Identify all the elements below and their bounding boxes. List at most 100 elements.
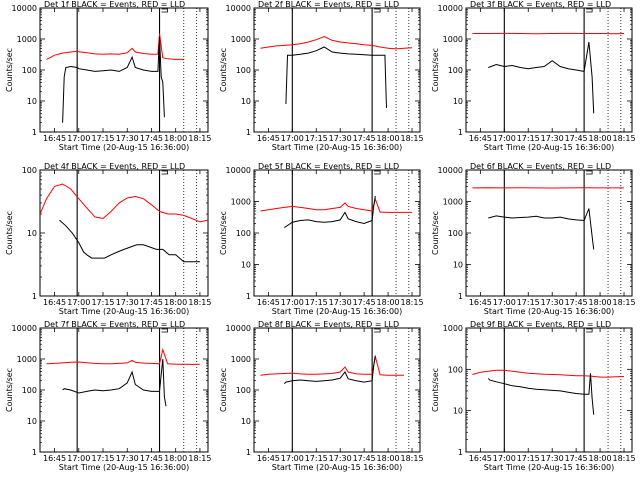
panel-title: Det 1f BLACK = Events, RED = LLD bbox=[44, 0, 185, 9]
flag-marker bbox=[161, 170, 168, 175]
events-series-line bbox=[487, 373, 595, 415]
y-axis-label: Counts/sec bbox=[219, 368, 228, 412]
x-tick-label: 17:15 bbox=[305, 298, 328, 307]
x-tick-label: 17:00 bbox=[281, 298, 304, 307]
y-tick-label: 10 bbox=[27, 97, 37, 106]
x-axis-label: Start Time (20-Aug-15 16:36:00) bbox=[59, 307, 190, 316]
y-tick-label: 1000 bbox=[231, 355, 251, 364]
x-tick-label: 18:00 bbox=[589, 134, 612, 143]
panel-det-3: Det 3f BLACK = Events, RED = LLD 1 10 100 10… bbox=[431, 0, 636, 152]
x-tick-label: 17:45 bbox=[353, 454, 376, 463]
x-tick-label: 17:15 bbox=[91, 134, 114, 143]
panel-det-2: Det 2f BLACK = Events, RED = LLD 1 10 100 10… bbox=[219, 0, 424, 152]
lld-series-line bbox=[472, 369, 625, 378]
x-tick-label: 16:45 bbox=[257, 134, 280, 143]
plot-frame bbox=[253, 327, 421, 453]
x-tick-label: 17:00 bbox=[67, 454, 90, 463]
flag-marker bbox=[161, 8, 168, 13]
x-tick-label: 18:15 bbox=[400, 134, 423, 143]
flag-marker bbox=[586, 328, 593, 333]
x-tick-label: 18:15 bbox=[400, 454, 423, 463]
y-tick-label: 100 bbox=[448, 229, 463, 238]
x-tick-label: 18:00 bbox=[377, 454, 400, 463]
y-tick-label: 10 bbox=[241, 417, 251, 426]
y-tick-label: 1000 bbox=[443, 35, 463, 44]
flag-marker bbox=[374, 328, 381, 333]
flag-marker bbox=[161, 328, 168, 333]
events-series-line bbox=[488, 208, 595, 250]
plot-frame bbox=[253, 169, 421, 297]
y-tick-label: 100 bbox=[22, 386, 37, 395]
y-tick-label: 1000 bbox=[231, 35, 251, 44]
x-tick-label: 18:15 bbox=[188, 134, 211, 143]
y-tick-label: 10 bbox=[241, 97, 251, 106]
x-tick-label: 17:15 bbox=[517, 298, 540, 307]
x-tick-label: 16:45 bbox=[43, 134, 66, 143]
y-tick-label: 10000 bbox=[226, 324, 251, 333]
y-tick-label: 10 bbox=[453, 261, 463, 270]
x-tick-label: 18:00 bbox=[164, 134, 187, 143]
x-axis-label: Start Time (20-Aug-15 16:36:00) bbox=[272, 463, 403, 472]
x-tick-label: 17:15 bbox=[517, 134, 540, 143]
flag-marker bbox=[586, 8, 593, 13]
x-tick-label: 17:00 bbox=[67, 134, 90, 143]
y-tick-label: 100 bbox=[448, 66, 463, 75]
x-tick-label: 17:15 bbox=[517, 454, 540, 463]
x-axis-label: Start Time (20-Aug-15 16:36:00) bbox=[59, 143, 190, 152]
y-tick-label: 1000 bbox=[443, 198, 463, 207]
x-tick-label: 16:45 bbox=[257, 454, 280, 463]
x-tick-label: 17:45 bbox=[353, 298, 376, 307]
x-tick-label: 17:15 bbox=[305, 454, 328, 463]
x-tick-label: 17:30 bbox=[541, 298, 564, 307]
events-series-line bbox=[59, 219, 200, 263]
events-series-line bbox=[62, 36, 165, 123]
x-tick-label: 17:30 bbox=[329, 298, 352, 307]
plot-frame bbox=[465, 7, 633, 133]
x-tick-label: 17:00 bbox=[281, 134, 304, 143]
events-series-line bbox=[488, 41, 595, 114]
x-tick-label: 16:45 bbox=[469, 298, 492, 307]
x-tick-label: 18:15 bbox=[612, 298, 635, 307]
y-tick-label: 1000 bbox=[17, 35, 37, 44]
x-tick-label: 17:30 bbox=[329, 134, 352, 143]
y-tick-label: 10 bbox=[453, 407, 463, 416]
panel-title: Det 7f BLACK = Events, RED = LLD bbox=[44, 320, 185, 329]
x-tick-label: 18:00 bbox=[164, 298, 187, 307]
x-tick-label: 17:00 bbox=[493, 134, 516, 143]
y-tick-label: 10 bbox=[27, 229, 37, 238]
y-axis-label: Counts/sec bbox=[431, 211, 440, 255]
x-tick-label: 17:15 bbox=[91, 298, 114, 307]
x-axis-label: Start Time (20-Aug-15 16:36:00) bbox=[59, 463, 190, 472]
y-axis-label: Counts/sec bbox=[431, 368, 440, 412]
y-tick-label: 100 bbox=[448, 365, 463, 374]
y-tick-label: 1 bbox=[458, 448, 463, 457]
panel-det-9: Det 9f BLACK = Events, RED = LLD 1 10 100 10… bbox=[431, 320, 636, 472]
plot-frame bbox=[465, 169, 633, 297]
x-tick-label: 17:30 bbox=[116, 134, 139, 143]
panel-title: Det 5f BLACK = Events, RED = LLD bbox=[258, 162, 399, 171]
x-tick-label: 17:30 bbox=[541, 134, 564, 143]
panel-det-1: Det 1f BLACK = Events, RED = LLD 1 10 100 10… bbox=[5, 0, 211, 152]
x-tick-label: 17:15 bbox=[305, 134, 328, 143]
panel-det-7: Det 7f BLACK = Events, RED = LLD 1 10 100 10… bbox=[5, 320, 211, 472]
panel-det-4: Det 4f BLACK = Events, RED = LLD 1 10 100 16… bbox=[5, 162, 211, 316]
events-series-line bbox=[62, 358, 167, 407]
panel-title: Det 4f BLACK = Events, RED = LLD bbox=[44, 162, 185, 171]
y-tick-label: 1 bbox=[246, 448, 251, 457]
y-tick-label: 1 bbox=[458, 292, 463, 301]
y-tick-label: 10 bbox=[27, 417, 37, 426]
x-tick-label: 17:45 bbox=[140, 134, 163, 143]
y-tick-label: 10000 bbox=[438, 166, 463, 175]
x-axis-label: Start Time (20-Aug-15 16:36:00) bbox=[484, 143, 615, 152]
x-axis-label: Start Time (20-Aug-15 16:36:00) bbox=[272, 307, 403, 316]
plot-frame bbox=[253, 7, 421, 133]
y-axis-label: Counts/sec bbox=[219, 48, 228, 92]
x-tick-label: 17:30 bbox=[116, 298, 139, 307]
x-tick-label: 17:45 bbox=[140, 298, 163, 307]
lld-series-line bbox=[260, 35, 413, 50]
events-series-line bbox=[284, 195, 376, 228]
x-tick-label: 16:45 bbox=[469, 454, 492, 463]
x-tick-label: 16:45 bbox=[257, 298, 280, 307]
y-tick-label: 1 bbox=[458, 128, 463, 137]
